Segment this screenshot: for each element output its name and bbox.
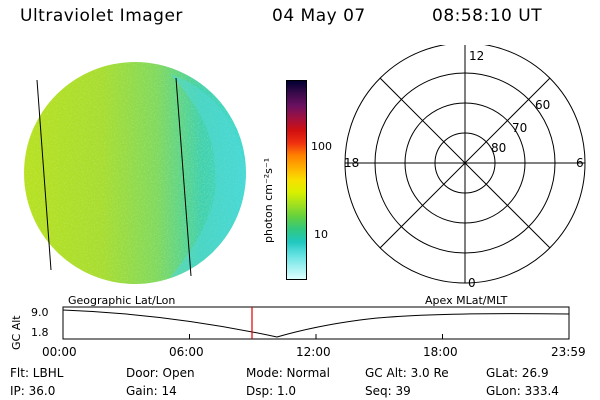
altitude-curve	[62, 309, 570, 338]
colorbar-unit-label: photon cm⁻²s⁻¹	[262, 157, 275, 243]
time-tick-0000: 00:00	[42, 345, 77, 359]
longitude-line-east	[175, 77, 192, 277]
date-label: 04 May 07	[272, 6, 366, 26]
time-tick-1800: 18:00	[423, 345, 458, 359]
time-tick-1200: 12:00	[296, 345, 331, 359]
alt-tick-1-8: 1.8	[31, 326, 49, 339]
longitude-line-west	[36, 79, 52, 271]
gc-alt-readout: GC Alt: 3.0 Re	[365, 366, 449, 380]
ip-readout: IP: 36.0	[10, 384, 56, 398]
mlt-label-12: 12	[469, 49, 484, 63]
door-readout: Door: Open	[126, 366, 195, 380]
gain-readout: Gain: 14	[126, 384, 177, 398]
colorbar-tick-10: 10	[314, 228, 328, 241]
time-tick-2359: 23:59	[551, 345, 586, 359]
gc-alt-axis-label: GC Alt	[10, 315, 23, 350]
dsp-readout: Dsp: 1.0	[246, 384, 297, 398]
mlt-label-18: 18	[344, 156, 359, 170]
mlat-label-70: 70	[512, 121, 527, 135]
color-scale-bar	[286, 80, 307, 280]
polar-mlt-grid: 12 18 6 0 60 70 80	[344, 45, 586, 290]
mlat-label-60: 60	[535, 98, 550, 112]
mlt-label-0: 0	[468, 276, 476, 290]
seq-readout: Seq: 39	[365, 384, 411, 398]
time-tick-0600: 06:00	[169, 345, 204, 359]
instrument-title: Ultraviolet Imager	[20, 6, 183, 26]
mlat-label-80: 80	[491, 141, 506, 155]
alt-tick-9: 9.0	[31, 306, 49, 319]
mode-readout: Mode: Normal	[246, 366, 330, 380]
auroral-image	[24, 62, 246, 284]
glat-readout: GLat: 26.9	[486, 366, 549, 380]
glon-readout: GLon: 333.4	[486, 384, 559, 398]
mlt-label-6: 6	[576, 156, 584, 170]
colorbar-tick-100: 100	[311, 140, 332, 153]
orbit-altitude-timeline	[62, 306, 570, 340]
apex-title: Apex MLat/MLT	[425, 294, 508, 307]
filter-readout: Flt: LBHL	[10, 366, 64, 380]
geographic-title: Geographic Lat/Lon	[68, 294, 176, 307]
time-label: 08:58:10 UT	[432, 6, 543, 26]
